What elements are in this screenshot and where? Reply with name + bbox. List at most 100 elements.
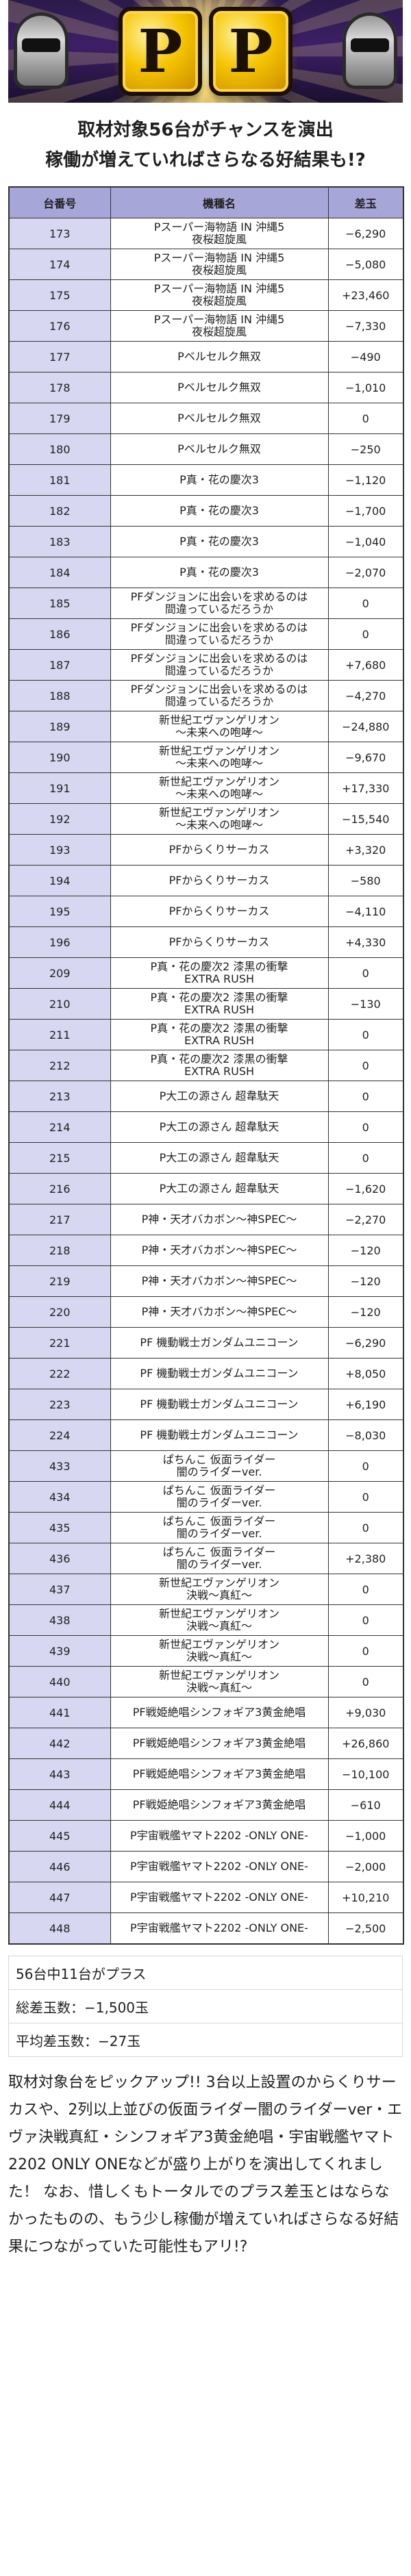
cell-model-name: P神・天才バカボン〜神SPEC〜 <box>110 1235 329 1266</box>
cell-machine-number: 444 <box>8 1789 111 1821</box>
cell-ball-diff: +3,320 <box>327 834 404 866</box>
cell-model-name: ぱちんこ 仮面ライダー 闇のライダーver. <box>110 1481 329 1513</box>
table-row: 436 ぱちんこ 仮面ライダー 闇のライダーver. +2,380 <box>8 1543 404 1574</box>
cell-model-name: PFダンジョンに出会いを求めるのは 間違っているだろうか <box>110 588 329 619</box>
table-row: 192 新世紀エヴァンゲリオン 〜未来への咆哮〜 −15,540 <box>8 803 404 835</box>
cell-machine-number: 448 <box>8 1912 111 1945</box>
cell-model-name: Pベルセルク無双 <box>110 341 329 372</box>
cell-model-name: Pベルセルク無双 <box>110 403 329 434</box>
cell-ball-diff: −2,070 <box>327 557 404 588</box>
cell-ball-diff: −580 <box>327 865 404 896</box>
cell-machine-number: 443 <box>8 1758 111 1790</box>
cell-model-name: PF戦姫絶唱シンフォギア3黄金絶唱 <box>110 1697 329 1728</box>
table-row: 439 新世紀エヴァンゲリオン 決戦〜真紅〜 0 <box>8 1635 404 1667</box>
table-row: 222 PF 機動戦士ガンダムユニコーン +8,050 <box>8 1358 404 1389</box>
cell-model-name: PFからくりサーカス <box>110 865 329 896</box>
cell-machine-number: 191 <box>8 772 111 804</box>
cell-model-name: PFダンジョンに出会いを求めるのは 間違っているだろうか <box>110 649 329 681</box>
table-row: 210 P真・花の慶次2 漆黒の衝撃 EXTRA RUSH −130 <box>8 988 404 1020</box>
cell-ball-diff: 0 <box>327 1081 404 1112</box>
cell-machine-number: 193 <box>8 834 111 866</box>
table-row: 438 新世紀エヴァンゲリオン 決戦〜真紅〜 0 <box>8 1604 404 1636</box>
table-row: 444 PF戦姫絶唱シンフォギア3黄金絶唱 −610 <box>8 1789 404 1821</box>
cell-model-name: P真・花の慶次3 <box>110 464 329 496</box>
cell-machine-number: 195 <box>8 896 111 927</box>
cell-machine-number: 218 <box>8 1235 111 1266</box>
cell-ball-diff: 0 <box>327 588 404 619</box>
cell-machine-number: 217 <box>8 1204 111 1235</box>
table-row: 182 P真・花の慶次3 −1,700 <box>8 495 404 527</box>
summary-total-diff: 総差玉数：−1,500玉 <box>9 1989 402 2023</box>
cell-ball-diff: −1,010 <box>327 372 404 403</box>
cell-ball-diff: +10,210 <box>327 1882 404 1913</box>
cell-machine-number: 196 <box>8 926 111 958</box>
cell-model-name: P神・天才バカボン〜神SPEC〜 <box>110 1265 329 1297</box>
cell-machine-number: 440 <box>8 1666 111 1697</box>
cell-ball-diff: 0 <box>327 1574 404 1605</box>
table-row: 193 PFからくりサーカス +3,320 <box>8 834 404 866</box>
cell-model-name: P神・天才バカボン〜神SPEC〜 <box>110 1296 329 1328</box>
cell-model-name: Pスーパー海物語 IN 沖縄5 夜桜超旋風 <box>110 310 329 342</box>
cell-model-name: PF 機動戦士ガンダムユニコーン <box>110 1358 329 1389</box>
cell-ball-diff: −2,270 <box>327 1204 404 1235</box>
cell-machine-number: 215 <box>8 1142 111 1174</box>
cell-model-name: Pスーパー海物語 IN 沖縄5 夜桜超旋風 <box>110 218 329 249</box>
cell-model-name: 新世紀エヴァンゲリオン 決戦〜真紅〜 <box>110 1574 329 1605</box>
cell-ball-diff: −610 <box>327 1789 404 1821</box>
table-row: 443 PF戦姫絶唱シンフォギア3黄金絶唱 −10,100 <box>8 1758 404 1790</box>
table-row: 191 新世紀エヴァンゲリオン 〜未来への咆哮〜 +17,330 <box>8 772 404 804</box>
cell-ball-diff: 0 <box>327 1450 404 1482</box>
cell-model-name: P真・花の慶次3 <box>110 495 329 527</box>
cell-machine-number: 445 <box>8 1820 111 1852</box>
table-row: 445 P宇宙戦艦ヤマト2202 -ONLY ONE- −1,000 <box>8 1820 404 1852</box>
cell-machine-number: 179 <box>8 403 111 434</box>
cell-machine-number: 211 <box>8 1019 111 1050</box>
knight-helmet-icon-right <box>342 12 397 89</box>
cell-machine-number: 439 <box>8 1635 111 1667</box>
cell-model-name: Pスーパー海物語 IN 沖縄5 夜桜超旋風 <box>110 249 329 280</box>
table-row: 181 P真・花の慶次3 −1,120 <box>8 464 404 496</box>
table-row: 447 P宇宙戦艦ヤマト2202 -ONLY ONE- +10,210 <box>8 1882 404 1913</box>
cell-machine-number: 433 <box>8 1450 111 1482</box>
cell-machine-number: 173 <box>8 218 111 249</box>
page: P P 取材対象56台がチャンスを演出 稼働が増えていればさらなる好結果も!? … <box>8 0 404 2256</box>
cell-model-name: PF戦姫絶唱シンフォギア3黄金絶唱 <box>110 1758 329 1790</box>
table-row: 434 ぱちんこ 仮面ライダー 闇のライダーver. 0 <box>8 1481 404 1513</box>
cell-ball-diff: −6,290 <box>327 1327 404 1359</box>
table-row: 187 PFダンジョンに出会いを求めるのは 間違っているだろうか +7,680 <box>8 649 404 681</box>
cell-machine-number: 192 <box>8 803 111 835</box>
cell-machine-number: 438 <box>8 1604 111 1636</box>
cell-ball-diff: −120 <box>327 1235 404 1266</box>
table-row: 189 新世紀エヴァンゲリオン 〜未来への咆哮〜 −24,880 <box>8 711 404 742</box>
cell-model-name: P真・花の慶次2 漆黒の衝撃 EXTRA RUSH <box>110 988 329 1020</box>
cell-ball-diff: −120 <box>327 1296 404 1328</box>
cell-ball-diff: 0 <box>327 1481 404 1513</box>
cell-ball-diff: −7,330 <box>327 310 404 342</box>
table-row: 433 ぱちんこ 仮面ライダー 闇のライダーver. 0 <box>8 1450 404 1482</box>
cell-machine-number: 180 <box>8 433 111 465</box>
page-subtitle: 取材対象56台がチャンスを演出 稼働が増えていればさらなる好結果も!? <box>8 115 403 175</box>
table-row: 448 P宇宙戦艦ヤマト2202 -ONLY ONE- −2,500 <box>8 1912 404 1945</box>
table-header-row: 台番号 機種名 差玉 <box>8 186 404 218</box>
cell-ball-diff: 0 <box>327 1666 404 1697</box>
cell-machine-number: 189 <box>8 711 111 742</box>
results-table: 台番号 機種名 差玉 173 Pスーパー海物語 IN 沖縄5 夜桜超旋風 −6,29… <box>8 186 404 1945</box>
cell-machine-number: 214 <box>8 1111 111 1143</box>
table-row: 176 Pスーパー海物語 IN 沖縄5 夜桜超旋風 −7,330 <box>8 310 404 342</box>
cell-model-name: P宇宙戦艦ヤマト2202 -ONLY ONE- <box>110 1882 329 1913</box>
table-row: 213 P大工の源さん 超韋駄天 0 <box>8 1081 404 1112</box>
cell-ball-diff: +23,460 <box>327 279 404 311</box>
cell-model-name: PFダンジョンに出会いを求めるのは 間違っているだろうか <box>110 618 329 650</box>
table-row: 184 P真・花の慶次3 −2,070 <box>8 557 404 588</box>
header-machine-number: 台番号 <box>8 186 111 218</box>
cell-ball-diff: −9,670 <box>327 742 404 773</box>
summary-average-diff: 平均差玉数：−27玉 <box>9 2023 402 2056</box>
cell-ball-diff: +2,380 <box>327 1543 404 1574</box>
table-row: 186 PFダンジョンに出会いを求めるのは 間違っているだろうか 0 <box>8 618 404 650</box>
cell-model-name: PF 機動戦士ガンダムユニコーン <box>110 1327 329 1359</box>
cell-machine-number: 210 <box>8 988 111 1020</box>
cell-model-name: PF戦姫絶唱シンフォギア3黄金絶唱 <box>110 1789 329 1821</box>
cell-model-name: ぱちんこ 仮面ライダー 闇のライダーver. <box>110 1512 329 1543</box>
cell-ball-diff: 0 <box>327 1019 404 1050</box>
table-row: 190 新世紀エヴァンゲリオン 〜未来への咆哮〜 −9,670 <box>8 742 404 773</box>
